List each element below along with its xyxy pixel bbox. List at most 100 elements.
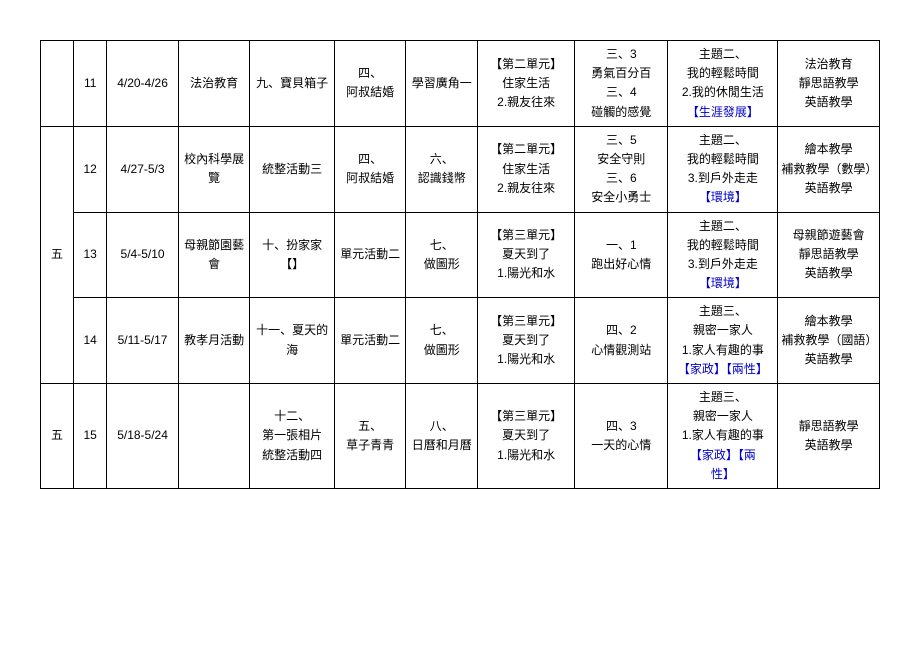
tag-label: 【環境】 [671, 274, 774, 293]
subject-cell: 母親節遊藝會 靜思語教學 英語教學 [778, 212, 880, 298]
week-cell: 13 [74, 212, 107, 298]
line: 三、4 [578, 83, 664, 102]
lesson-cell: 九、寶貝箱子 [250, 41, 334, 127]
line: 五、 [338, 417, 403, 436]
subject-cell: 繪本教學 補救教學（國語） 英語教學 [778, 298, 880, 384]
theme-cell: 主題二、 我的輕鬆時間 3.到戶外走走 【環境】 [668, 212, 778, 298]
tag-label: 【環境】 [671, 188, 774, 207]
line: 四、2 [578, 321, 664, 340]
activity-cell: 教孝月活動 [178, 298, 250, 384]
line: 親密一家人 [671, 321, 774, 340]
unit-cell: 【第二單元】 住家生活 2.親友往來 [478, 126, 575, 212]
line: 安全守則 [578, 150, 664, 169]
content-cell: 六、 認識錢幣 [406, 126, 478, 212]
line: 【第二單元】 [481, 55, 571, 74]
line: 阿叔結婚 [338, 83, 403, 102]
theme-cell: 主題三、 親密一家人 1.家人有趣的事 【家政】【兩性】 [668, 298, 778, 384]
theme-cell: 主題二、 我的輕鬆時間 3.到戶外走走 【環境】 [668, 126, 778, 212]
line: 2.親友往來 [481, 179, 571, 198]
line: 夏天到了 [481, 426, 571, 445]
date-cell: 5/11-5/17 [107, 298, 179, 384]
line: 【】 [253, 255, 330, 274]
line: 一、1 [578, 236, 664, 255]
line: 做圖形 [409, 341, 474, 360]
line: 四、 [338, 64, 403, 83]
line: 覽 [182, 169, 247, 188]
week-cell: 11 [74, 41, 107, 127]
line: 主題二、 [671, 131, 774, 150]
line: 英語教學 [781, 93, 876, 112]
line: 勇氣百分百 [578, 64, 664, 83]
activity-cell [178, 384, 250, 489]
week-cell: 15 [74, 384, 107, 489]
unit-cell: 【第三單元】 夏天到了 1.陽光和水 [478, 298, 575, 384]
line: 七、 [409, 321, 474, 340]
subject-cell: 繪本教學 補救教學（數學） 英語教學 [778, 126, 880, 212]
line: 2.親友往來 [481, 93, 571, 112]
line: 靜思語教學 [781, 417, 876, 436]
content-cell: 七、 做圖形 [406, 212, 478, 298]
line: 母親節遊藝會 [781, 226, 876, 245]
line: 繪本教學 [781, 312, 876, 331]
table-row: 13 5/4-5/10 母親節園藝 會 十、扮家家 【】 單元活動二 七、 做圖… [41, 212, 880, 298]
line: 三、3 [578, 45, 664, 64]
line: 2.我的休閒生活 [671, 83, 774, 102]
line: 第一張相片 [253, 426, 330, 445]
unit-cell: 【第三單元】 夏天到了 1.陽光和水 [478, 384, 575, 489]
lesson-cell: 統整活動三 [250, 126, 334, 212]
line: 做圖形 [409, 255, 474, 274]
tag-label: 【生涯發展】 [671, 103, 774, 122]
tag-label: 性】 [671, 465, 774, 484]
line: 靜思語教學 [781, 245, 876, 264]
content-cell: 單元活動二 [334, 298, 406, 384]
line: 1.家人有趣的事 [671, 341, 774, 360]
line: 主題二、 [671, 45, 774, 64]
line: 八、 [409, 417, 474, 436]
week-cell: 12 [74, 126, 107, 212]
line: 1.陽光和水 [481, 264, 571, 283]
table-row: 14 5/11-5/17 教孝月活動 十一、夏天的海 單元活動二 七、 做圖形 … [41, 298, 880, 384]
unit-cell: 【第三單元】 夏天到了 1.陽光和水 [478, 212, 575, 298]
line: 繪本教學 [781, 140, 876, 159]
activity-cell: 母親節園藝 會 [178, 212, 250, 298]
line: 碰觸的感覺 [578, 103, 664, 122]
topic-cell: 四、3 一天的心情 [575, 384, 668, 489]
line: 七、 [409, 236, 474, 255]
line: 法治教育 [781, 55, 876, 74]
line: 英語教學 [781, 350, 876, 369]
line: 英語教學 [781, 436, 876, 455]
tag-label: 【家政】【兩性】 [671, 360, 774, 379]
content-cell: 單元活動二 [334, 212, 406, 298]
unit-cell: 【第二單元】 住家生活 2.親友往來 [478, 41, 575, 127]
activity-cell: 校內科學展 覽 [178, 126, 250, 212]
subject-cell: 靜思語教學 英語教學 [778, 384, 880, 489]
line: 一天的心情 [578, 436, 664, 455]
content-cell: 八、 日曆和月曆 [406, 384, 478, 489]
line: 我的輕鬆時間 [671, 64, 774, 83]
line: 夏天到了 [481, 245, 571, 264]
line: 主題三、 [671, 302, 774, 321]
content-cell: 七、 做圖形 [406, 298, 478, 384]
content-cell: 學習廣角一 [406, 41, 478, 127]
line: 母親節園藝 [182, 236, 247, 255]
line: 主題三、 [671, 388, 774, 407]
line: 安全小勇士 [578, 188, 664, 207]
table-row: 五 12 4/27-5/3 校內科學展 覽 統整活動三 四、 阿叔結婚 六、 認… [41, 126, 880, 212]
topic-cell: 三、5 安全守則 三、6 安全小勇士 [575, 126, 668, 212]
date-cell: 5/18-5/24 [107, 384, 179, 489]
line: 會 [182, 255, 247, 274]
subject-cell: 法治教育 靜思語教學 英語教學 [778, 41, 880, 127]
curriculum-schedule-table: 11 4/20-4/26 法治教育 九、寶貝箱子 四、 阿叔結婚 學習廣角一 【… [40, 40, 880, 489]
line: 住家生活 [481, 160, 571, 179]
line: 跑出好心情 [578, 255, 664, 274]
table-row: 11 4/20-4/26 法治教育 九、寶貝箱子 四、 阿叔結婚 學習廣角一 【… [41, 41, 880, 127]
line: 三、6 [578, 169, 664, 188]
line: 夏天到了 [481, 331, 571, 350]
line: 四、 [338, 150, 403, 169]
line: 3.到戶外走走 [671, 255, 774, 274]
content-cell: 四、 阿叔結婚 [334, 41, 406, 127]
line: 英語教學 [781, 264, 876, 283]
line: 【第三單元】 [481, 407, 571, 426]
lesson-cell: 十、扮家家 【】 [250, 212, 334, 298]
tag-label: 【家政】【兩 [671, 446, 774, 465]
